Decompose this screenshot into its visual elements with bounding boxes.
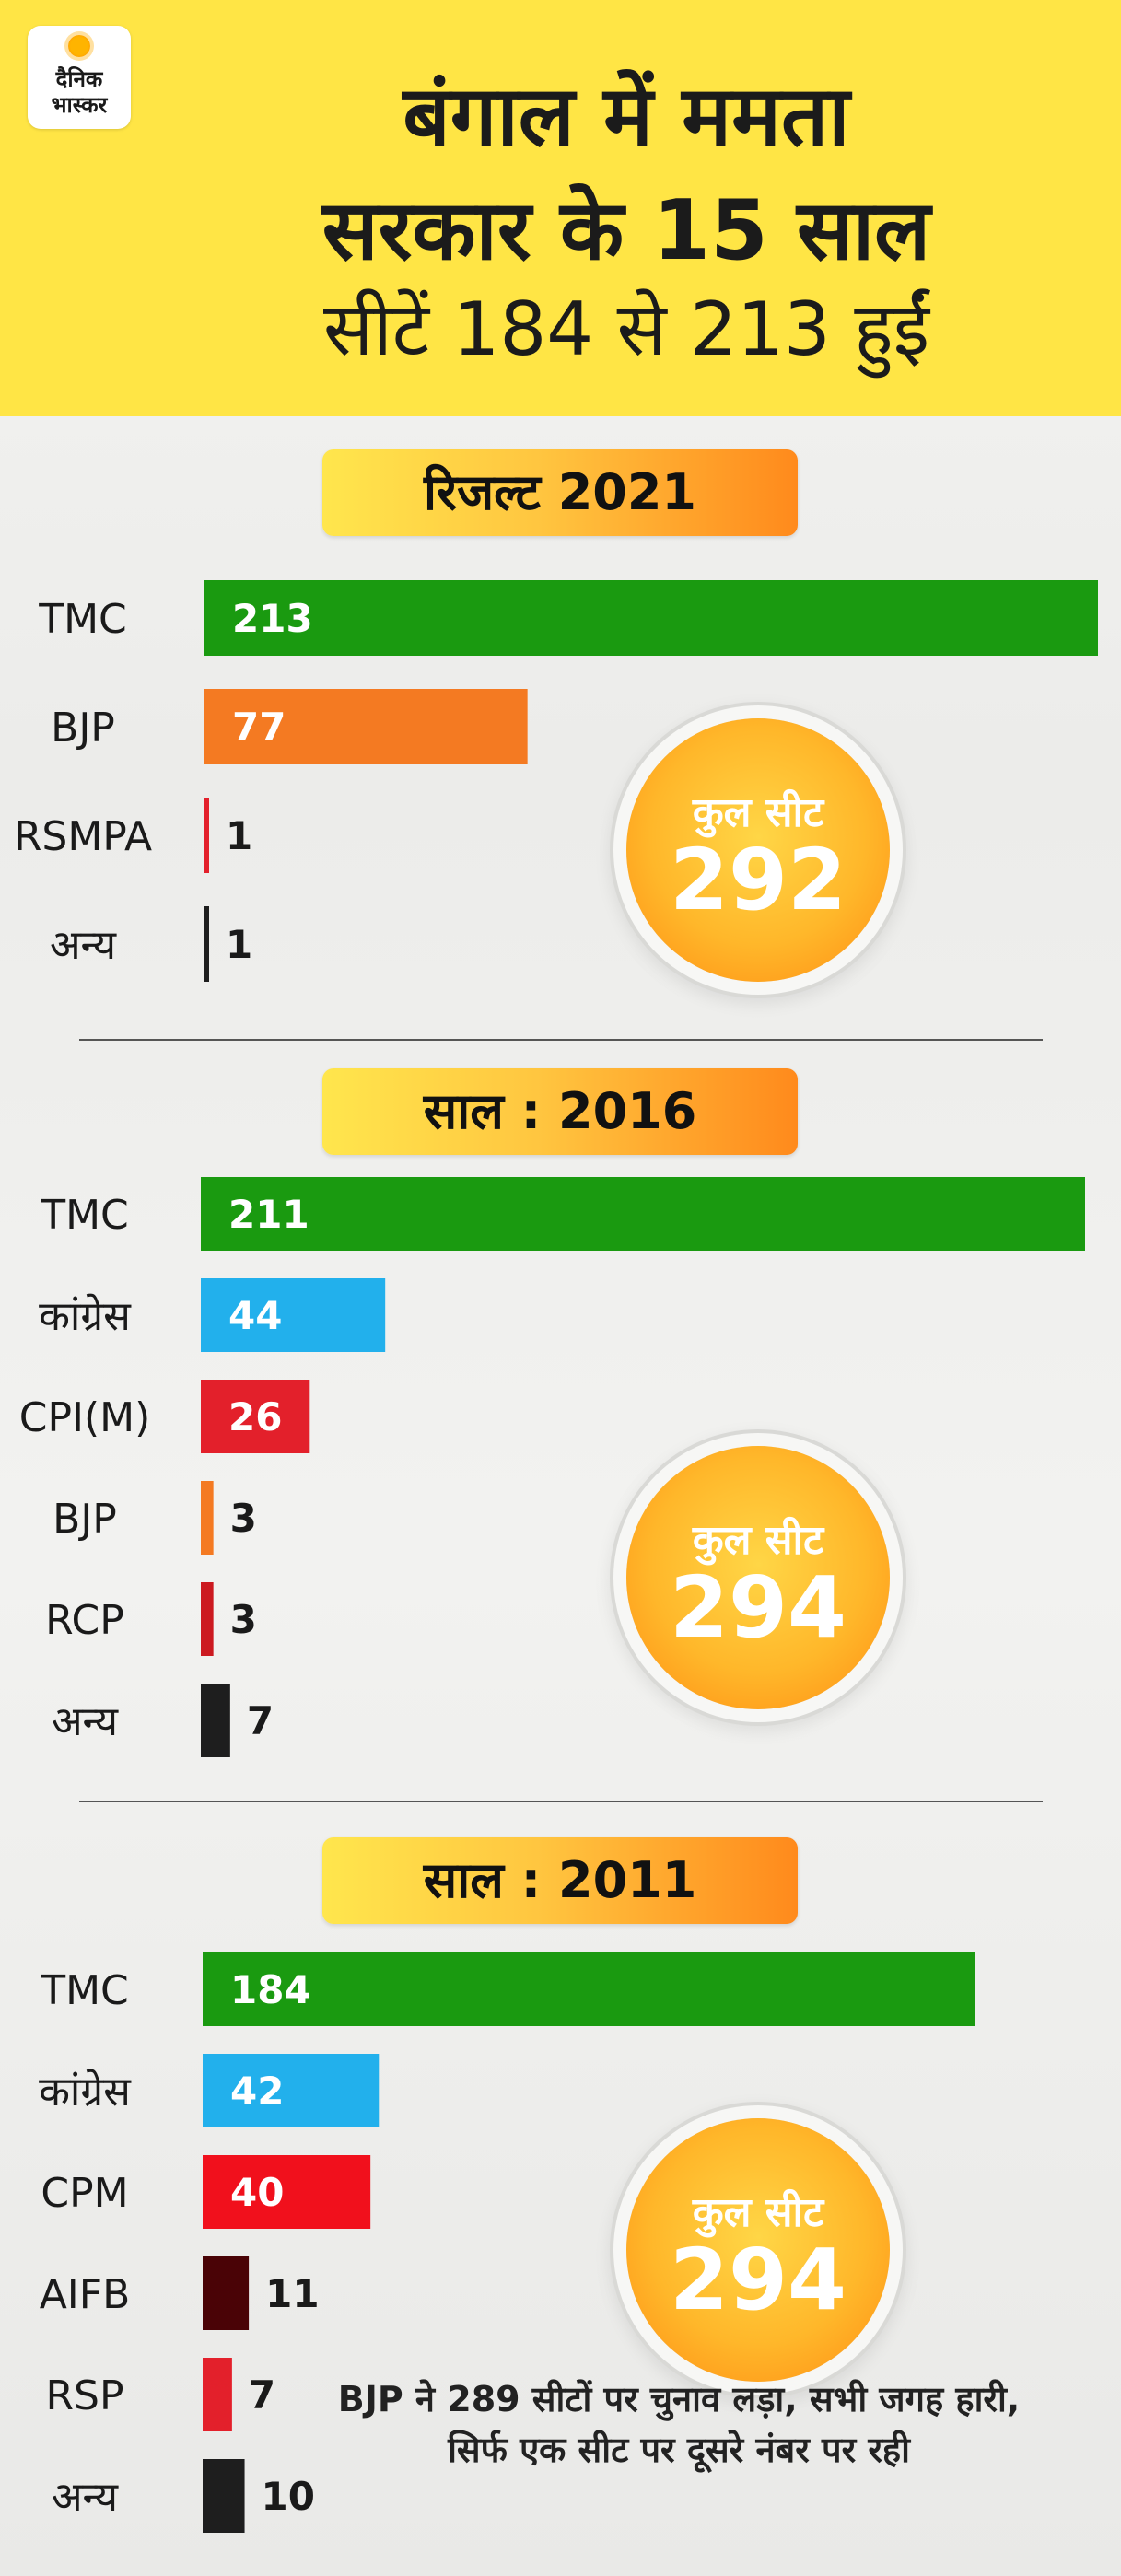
value-label: 1 — [226, 813, 252, 858]
value-label: 1 — [226, 922, 252, 967]
category-label: AIFB — [40, 2271, 131, 2318]
bjp-annotation: BJP ने 289 सीटों पर चुनाव लड़ा, सभी जगह … — [337, 2379, 1021, 2470]
value-label: 40 — [230, 2170, 284, 2215]
bar — [204, 580, 1098, 656]
bar — [203, 2459, 245, 2533]
value-label: 7 — [247, 1698, 274, 1743]
total-seats-value: 292 — [669, 831, 847, 929]
dainik-bhaskar-logo: दैनिक भास्कर — [28, 26, 131, 129]
category-label: अन्य — [52, 2474, 120, 2521]
bar — [201, 1278, 386, 1352]
value-label: 7 — [249, 2372, 275, 2418]
category-label: अन्य — [50, 922, 118, 969]
bar — [201, 1380, 310, 1453]
bar — [203, 2256, 250, 2330]
category-label: कांग्रेस — [39, 1293, 132, 1340]
total-seats-label: कुल सीट — [692, 1517, 824, 1564]
value-label: 42 — [230, 2069, 284, 2114]
page-title-line-1: बंगाल में ममता — [403, 68, 850, 165]
bar — [201, 1684, 230, 1757]
total-seats-badge-2011: कुल सीट 294 — [626, 2118, 890, 2382]
bar-chart-2011: TMC 184 कांग्रेस 42 CPM 40 AIFB 11 RSP 7 अन्य 10 — [39, 1952, 975, 2533]
category-label: CPM — [41, 2170, 128, 2217]
category-label: TMC — [40, 1967, 129, 2014]
bar — [201, 1582, 214, 1656]
category-label: कांग्रेस — [39, 2069, 132, 2116]
value-label: 211 — [228, 1192, 309, 1237]
value-label: 10 — [262, 2474, 315, 2519]
bar — [201, 1177, 1085, 1251]
category-label: BJP — [53, 1496, 117, 1543]
value-label: 26 — [228, 1394, 282, 1440]
value-label: 213 — [232, 596, 313, 641]
bar-chart-2016: TMC 211 कांग्रेस 44 CPI(M) 26 BJP 3 RCP 3 अन्य 7 — [19, 1177, 1085, 1757]
value-label: 77 — [232, 705, 286, 750]
bar — [203, 2054, 380, 2127]
total-seats-badge-2016: कुल सीट 294 — [626, 1446, 890, 1709]
total-seats-label: कुल सीट — [692, 789, 824, 836]
value-label: 3 — [230, 1597, 257, 1642]
category-label: TMC — [38, 596, 127, 643]
bar — [201, 1481, 214, 1555]
page-subtitle: सीटें 184 से 213 हुईं — [322, 286, 930, 372]
bar — [203, 1952, 975, 2026]
category-label: RSP — [45, 2372, 123, 2419]
bar — [203, 2358, 232, 2431]
category-label: BJP — [51, 705, 115, 752]
total-seats-value: 294 — [669, 2231, 847, 2329]
header-banner: दैनिक भास्कर बंगाल में ममता सरकार के 15 … — [0, 0, 1121, 416]
bar — [204, 906, 209, 982]
category-label: अन्य — [52, 1698, 120, 1745]
bar — [203, 2155, 371, 2229]
bar-chart-2021: TMC 213 BJP 77 RSMPA 1 अन्य 1 — [14, 580, 1098, 982]
section-title-2016: साल : 2016 — [322, 1068, 798, 1155]
total-seats-value: 294 — [669, 1558, 847, 1657]
total-seats-badge-2021: कुल सीट 292 — [626, 718, 890, 982]
category-label: TMC — [40, 1192, 129, 1239]
category-label: CPI(M) — [19, 1394, 151, 1441]
value-label: 184 — [230, 1967, 311, 2012]
total-seats-label: कुल सीट — [692, 2189, 824, 2236]
bar — [204, 689, 528, 764]
value-label: 3 — [230, 1496, 257, 1541]
logo-line-1: दैनिक — [55, 66, 103, 92]
section-divider — [79, 1039, 1043, 1041]
section-title-2011: साल : 2011 — [322, 1837, 798, 1924]
section-divider — [79, 1801, 1043, 1802]
sun-icon — [68, 35, 90, 57]
value-label: 11 — [265, 2271, 319, 2316]
section-title-2021: रिजल्ट 2021 — [322, 449, 798, 536]
category-label: RCP — [45, 1597, 124, 1644]
category-label: RSMPA — [14, 813, 152, 860]
logo-line-2: भास्कर — [51, 92, 108, 118]
value-label: 44 — [228, 1293, 282, 1338]
page-title-line-2: सरकार के 15 साल — [321, 182, 931, 279]
bar — [204, 798, 209, 873]
